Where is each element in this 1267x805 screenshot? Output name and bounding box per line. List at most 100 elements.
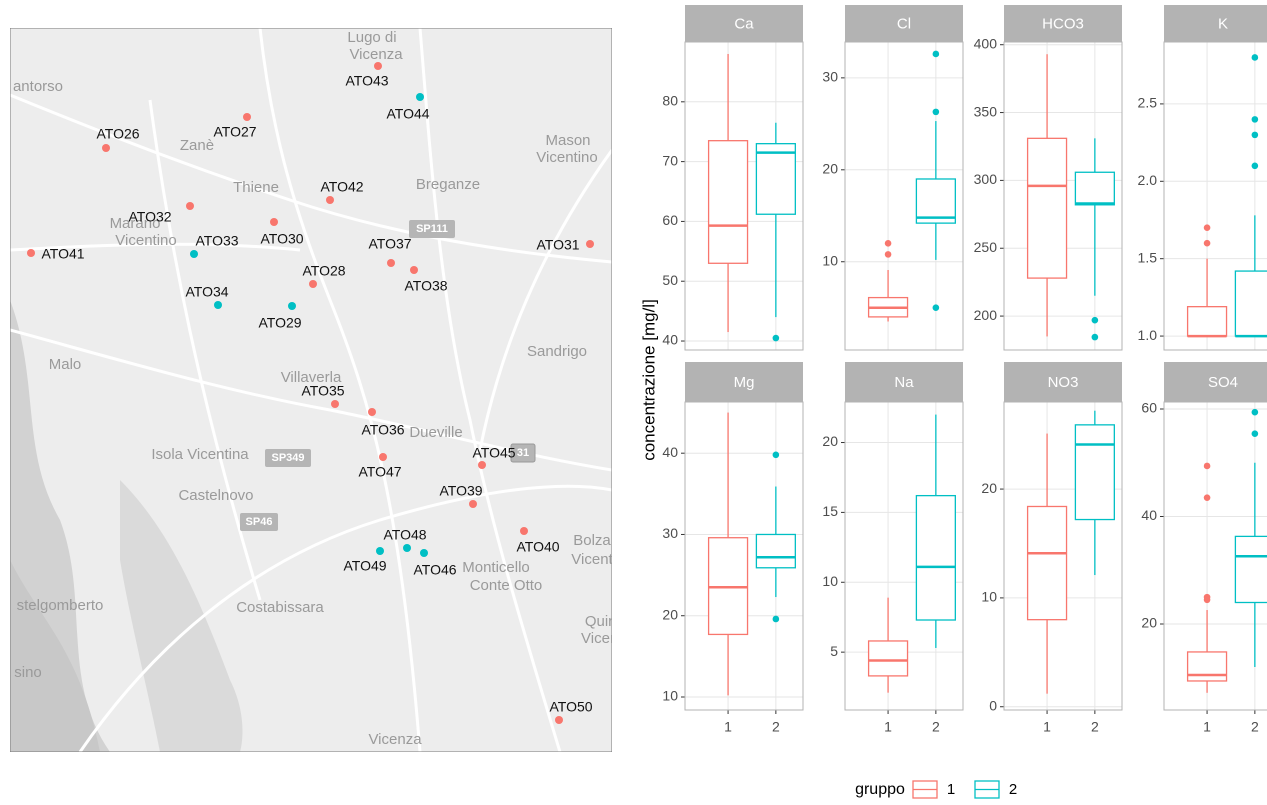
map-point [27, 249, 35, 257]
x-tick-label: 2 [932, 719, 940, 735]
map: Lugo diVicenzaantorsoMasonVicentinoZanèT… [10, 28, 615, 752]
y-tick-label: 40 [662, 332, 678, 348]
strip-title: Ca [734, 15, 754, 32]
map-point-label: ATO37 [368, 236, 411, 252]
y-tick-label: 30 [662, 525, 678, 541]
map-point [555, 716, 563, 724]
box [1188, 652, 1227, 681]
place-name: Lugo di [347, 29, 396, 46]
y-tick-label: 10 [822, 252, 838, 268]
x-tick-label: 1 [724, 719, 732, 735]
y-tick-label: 80 [662, 93, 678, 109]
map-point-label: ATO26 [96, 126, 139, 142]
place-name: Isola Vicentina [151, 446, 249, 463]
map-point [190, 250, 198, 258]
map-point [214, 301, 222, 309]
y-tick-label: 60 [662, 212, 678, 228]
y-tick-label: 250 [974, 239, 998, 255]
map-point-label: ATO38 [404, 278, 447, 294]
strip-title: HCO3 [1042, 15, 1084, 32]
box [1235, 271, 1267, 336]
map-point [288, 302, 296, 310]
place-name: Malo [49, 356, 82, 373]
x-tick-label: 1 [1203, 719, 1211, 735]
map-point-label: ATO27 [213, 124, 256, 140]
strip-title: Cl [897, 15, 911, 32]
map-point-label: ATO32 [128, 209, 171, 225]
outlier [1204, 224, 1211, 231]
map-point [469, 500, 477, 508]
place-name: Castelnovo [178, 487, 253, 504]
box [1028, 506, 1067, 619]
map-point-label: ATO35 [301, 383, 344, 399]
map-point-label: ATO43 [345, 73, 388, 89]
y-tick-label: 10 [822, 573, 838, 589]
map-point-label: ATO36 [361, 422, 404, 438]
map-point-label: ATO39 [439, 483, 482, 499]
map-point [326, 196, 334, 204]
outlier [773, 335, 780, 342]
y-tick-label: 20 [662, 606, 678, 622]
map-point [478, 461, 486, 469]
y-tick-label: 1.5 [1138, 249, 1158, 265]
place-name: Thiene [233, 179, 279, 196]
map-point [243, 113, 251, 121]
outlier [885, 251, 892, 258]
outlier [1204, 494, 1211, 501]
y-tick-label: 20 [822, 433, 838, 449]
outlier [1252, 409, 1259, 416]
y-tick-label: 1.0 [1138, 327, 1158, 343]
map-point [520, 527, 528, 535]
legend-title: gruppo [855, 781, 905, 798]
y-tick-label: 60 [1141, 400, 1157, 416]
road-sign-text: SP46 [246, 516, 273, 528]
x-tick-label: 2 [772, 719, 780, 735]
strip-title: SO4 [1208, 374, 1238, 391]
x-tick-label: 2 [1251, 719, 1259, 735]
map-point [379, 453, 387, 461]
box [1028, 138, 1067, 278]
box [756, 534, 795, 567]
y-axis-label: concentrazione [mg/l] [639, 299, 658, 461]
y-tick-label: 5 [830, 643, 838, 659]
legend-label: 1 [947, 781, 955, 798]
outlier [1204, 240, 1211, 247]
place-name: stelgomberto [17, 597, 104, 614]
x-tick-label: 2 [1091, 719, 1099, 735]
outlier [1092, 317, 1099, 324]
map-point-label: ATO33 [195, 233, 238, 249]
place-name: Monticello [462, 559, 530, 576]
outlier [1252, 163, 1259, 170]
y-tick-label: 300 [974, 171, 998, 187]
y-tick-label: 20 [1141, 615, 1157, 631]
map-point-label: ATO40 [516, 539, 559, 555]
place-name: Quir [585, 613, 613, 630]
place-name: Vicentino [115, 232, 176, 249]
outlier [885, 240, 892, 247]
place-name: Zanè [180, 137, 214, 154]
y-tick-label: 20 [822, 161, 838, 177]
map-point-label: ATO49 [343, 558, 386, 574]
strip-title: Mg [734, 374, 755, 391]
y-tick-label: 20 [981, 480, 997, 496]
outlier [1204, 594, 1211, 601]
outlier [1252, 116, 1259, 123]
box [916, 496, 955, 620]
map-point [376, 547, 384, 555]
map-point-label: ATO47 [358, 464, 401, 480]
place-name: Bolza [573, 532, 611, 549]
y-tick-label: 40 [662, 444, 678, 460]
box [869, 641, 908, 676]
map-point-label: ATO41 [41, 246, 84, 262]
map-point [420, 549, 428, 557]
outlier [1252, 54, 1259, 61]
y-tick-label: 30 [822, 69, 838, 85]
place-name: Vicentino [536, 149, 597, 166]
y-tick-label: 15 [822, 503, 838, 519]
x-tick-label: 1 [1043, 719, 1051, 735]
map-point-label: ATO30 [260, 231, 303, 247]
y-tick-label: 10 [981, 589, 997, 605]
map-point [586, 240, 594, 248]
y-tick-label: 70 [662, 152, 678, 168]
map-point [270, 218, 278, 226]
